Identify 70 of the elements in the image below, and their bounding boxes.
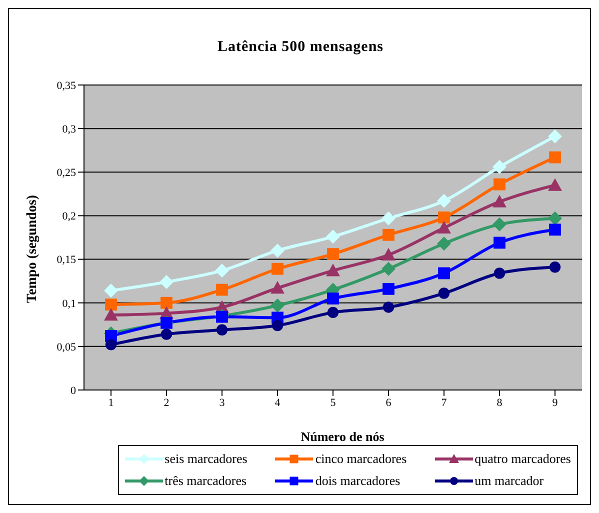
point — [438, 288, 450, 299]
point — [272, 262, 284, 275]
point — [492, 160, 506, 174]
y-tick-label: 0,3 — [62, 123, 76, 136]
point — [492, 194, 506, 208]
chart-title: Latência 500 mensagens — [216, 39, 384, 56]
point — [382, 282, 394, 295]
point — [549, 262, 561, 273]
point — [215, 264, 229, 278]
point — [160, 296, 172, 309]
point — [382, 211, 396, 226]
x-tick-label: 2 — [164, 396, 170, 409]
y-tick-label: 0,15 — [56, 254, 76, 266]
point — [494, 178, 506, 190]
point — [382, 262, 396, 276]
point — [382, 302, 394, 313]
legend-label: seis marcadores — [164, 451, 248, 467]
x-tick-label: 1 — [108, 396, 114, 409]
x-tick-label: 7 — [441, 396, 448, 409]
point — [437, 194, 451, 208]
point — [494, 236, 506, 249]
x-axis-title: Número de nós — [300, 429, 386, 445]
point — [494, 268, 506, 279]
point — [104, 308, 118, 321]
legend-label: quatro marcadores — [474, 451, 571, 467]
point — [326, 230, 340, 244]
point — [105, 339, 117, 350]
point — [160, 274, 174, 289]
point — [105, 298, 117, 311]
point — [216, 284, 228, 296]
point — [382, 228, 394, 241]
legend-label: um marcador — [474, 473, 544, 489]
point — [437, 220, 451, 234]
point — [382, 248, 396, 261]
legend-label: cinco marcadores — [315, 451, 407, 467]
point — [437, 236, 451, 251]
x-tick-label: 4 — [274, 396, 281, 409]
y-tick-label: 0,2 — [62, 210, 76, 223]
point — [160, 328, 172, 340]
point — [326, 264, 340, 276]
legend-label: dois marcadores — [315, 473, 400, 489]
point — [104, 284, 118, 298]
x-tick-label: 8 — [496, 396, 503, 409]
point — [549, 224, 561, 236]
point — [270, 244, 284, 258]
x-tick-label: 3 — [219, 396, 226, 409]
point — [438, 267, 450, 280]
point — [548, 178, 562, 191]
point — [492, 217, 506, 232]
point — [549, 151, 561, 164]
y-tick-label: 0,1 — [62, 298, 76, 310]
point — [270, 281, 284, 294]
point — [272, 320, 284, 332]
point — [327, 292, 339, 304]
point — [216, 324, 228, 336]
y-tick-label: 0,35 — [56, 80, 76, 92]
y-tick-label: 0,05 — [56, 341, 76, 354]
point — [438, 212, 450, 224]
point — [270, 298, 284, 312]
y-tick-label: 0 — [70, 384, 76, 397]
point — [327, 306, 339, 318]
y-axis-title: Tempo (segundos) — [25, 194, 41, 304]
y-tick-label: 0,25 — [56, 167, 76, 180]
point — [548, 211, 562, 226]
x-tick-label: 9 — [552, 396, 558, 409]
point — [327, 248, 339, 260]
x-tick-label: 6 — [386, 396, 392, 409]
x-tick-label: 5 — [330, 396, 336, 409]
point — [548, 129, 562, 144]
legend-label: três marcadores — [164, 473, 247, 489]
